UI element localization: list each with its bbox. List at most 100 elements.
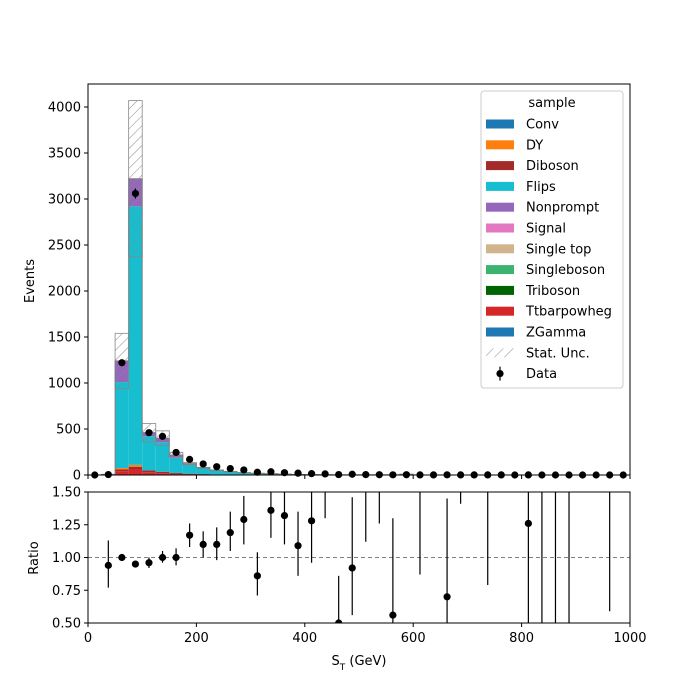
ratio-point-3 xyxy=(145,559,153,567)
bar-diboson-4 xyxy=(142,470,156,473)
ratio-point-0 xyxy=(104,561,112,569)
main-y-tick-label: 2500 xyxy=(48,239,81,254)
ratio-y-tick-label: 1.50 xyxy=(52,486,81,501)
ratio-point-2 xyxy=(131,560,140,568)
bar-ttbarpowheg-3 xyxy=(128,469,143,475)
legend-label-conv: Conv xyxy=(526,118,559,133)
ratio-point-18 xyxy=(348,564,356,572)
bar-flips-4 xyxy=(142,436,156,471)
legend-marker-data xyxy=(496,370,504,378)
main-x-ticks xyxy=(87,475,631,479)
bar-flips-6 xyxy=(169,457,183,473)
ratio-point-28 xyxy=(552,449,559,456)
stack-outline-path xyxy=(88,178,630,475)
ratio-point-4 xyxy=(158,553,167,562)
ratio-plot-frame xyxy=(87,491,631,624)
ratio-point-7 xyxy=(199,540,207,549)
bar-diboson-6 xyxy=(169,472,183,474)
ratio-point-26 xyxy=(524,519,532,528)
ratio-point-30 xyxy=(606,449,613,456)
stat-uncertainty-bands xyxy=(101,100,414,475)
main-y-tick-label: 1000 xyxy=(48,377,81,392)
main-y-tick-label: 2000 xyxy=(48,285,81,300)
ratio-point-21 xyxy=(389,611,397,619)
bar-ttbarpowheg-6 xyxy=(169,473,183,475)
data-point-13 xyxy=(267,468,275,476)
ratio-point-24 xyxy=(457,436,464,443)
bar-diboson-3 xyxy=(128,466,143,470)
main-y-tick-label: 4000 xyxy=(48,101,81,116)
bar-ttbarpowheg-2 xyxy=(115,471,129,475)
ratio-point-1 xyxy=(118,553,126,562)
bar-dy-2 xyxy=(115,468,129,470)
ratio-point-8 xyxy=(213,540,221,549)
legend-swatch-ttbarpowheg xyxy=(486,306,514,316)
data-point-7 xyxy=(186,455,194,463)
ratio-point-20 xyxy=(376,449,383,456)
main-y-tick-label: 3000 xyxy=(48,193,81,208)
data-point-3 xyxy=(131,189,140,198)
ratio-x-tick-label: 200 xyxy=(184,631,209,646)
bar-diboson-8 xyxy=(196,474,210,475)
data-point-17 xyxy=(321,470,329,478)
data-point-8 xyxy=(199,460,207,468)
bar-flips-8 xyxy=(196,468,210,475)
legend-label-diboson: Diboson xyxy=(526,159,579,174)
legend-label-triboson: Triboson xyxy=(525,284,580,299)
bar-ttbarpowheg-4 xyxy=(142,472,156,475)
x-axis-label: ST (GeV) xyxy=(331,654,386,673)
ratio-point-6 xyxy=(186,531,194,539)
ratio-y-tick-label: 1.25 xyxy=(52,518,81,533)
data-point-6 xyxy=(172,448,180,457)
ratio-plot: 0.50 0.75 1.00 1.25 1.50 0 200 400 600 800 1000 R… xyxy=(27,436,647,674)
legend-box xyxy=(480,90,624,389)
data-point-9 xyxy=(213,463,221,471)
data-point-2 xyxy=(118,359,126,367)
legend-label-single-top: Single top xyxy=(526,242,591,257)
legend-swatch-flips xyxy=(486,181,514,191)
data-point-5 xyxy=(158,432,167,440)
data-point-10 xyxy=(226,464,234,473)
bar-diboson-2 xyxy=(115,469,129,472)
main-plot: 0 500 1000 1500 2000 2500 3000 3500 4000 Events xyxy=(23,83,631,484)
x-axis-label-main: S xyxy=(331,654,339,669)
ratio-point-15 xyxy=(307,517,316,525)
legend-swatch-triboson xyxy=(486,285,514,295)
ratio-point-9 xyxy=(226,529,234,537)
x-axis-label-unit: (GeV) xyxy=(345,654,386,669)
ratio-y-ticks: 0.50 0.75 1.00 1.25 1.50 xyxy=(52,486,88,632)
ratio-x-tick-label: 800 xyxy=(509,631,534,646)
legend-swatch-singleboson xyxy=(486,265,514,275)
ratio-y-tick-label: 0.75 xyxy=(52,584,81,599)
ratio-y-axis-label: Ratio xyxy=(27,541,42,574)
bar-flips-11 xyxy=(237,472,251,475)
data-point-16 xyxy=(307,470,316,478)
legend-entries: Conv DY Diboson Flips Nonprompt Signal Single … xyxy=(486,118,612,382)
bar-flips-3 xyxy=(128,206,143,465)
ratio-x-tick-label: 400 xyxy=(292,631,317,646)
legend: sample Conv DY Diboson Flips Nonprompt Signal… xyxy=(480,90,624,389)
legend-swatch-dy xyxy=(486,140,514,150)
bar-diboson-5 xyxy=(155,471,170,474)
ratio-point-11 xyxy=(253,572,261,580)
bar-flips-5 xyxy=(155,442,170,472)
ratio-points xyxy=(104,436,613,623)
main-y-axis-label: Events xyxy=(23,259,38,303)
ratio-point-19 xyxy=(362,462,369,469)
bar-flips-7 xyxy=(182,464,197,474)
ratio-x-tick-label: 0 xyxy=(84,631,92,646)
bar-flips-2 xyxy=(115,382,129,469)
main-y-tick-label: 500 xyxy=(56,423,81,438)
main-y-ticks: 0 500 1000 1500 2000 2500 3000 3500 4000 xyxy=(48,101,88,484)
ratio-point-10 xyxy=(240,515,248,524)
bar-diboson-7 xyxy=(182,473,197,475)
bar-dy-3 xyxy=(128,464,143,467)
data-point-12 xyxy=(253,468,261,476)
data-point-11 xyxy=(240,466,248,474)
data-point-4 xyxy=(145,429,153,437)
ratio-x-tick-label: 1000 xyxy=(613,631,646,646)
stack-outline xyxy=(88,178,630,475)
ratio-point-22 xyxy=(416,462,423,469)
legend-swatch-nonprompt xyxy=(486,202,514,212)
x-axis-label-subscript: T xyxy=(339,663,346,673)
